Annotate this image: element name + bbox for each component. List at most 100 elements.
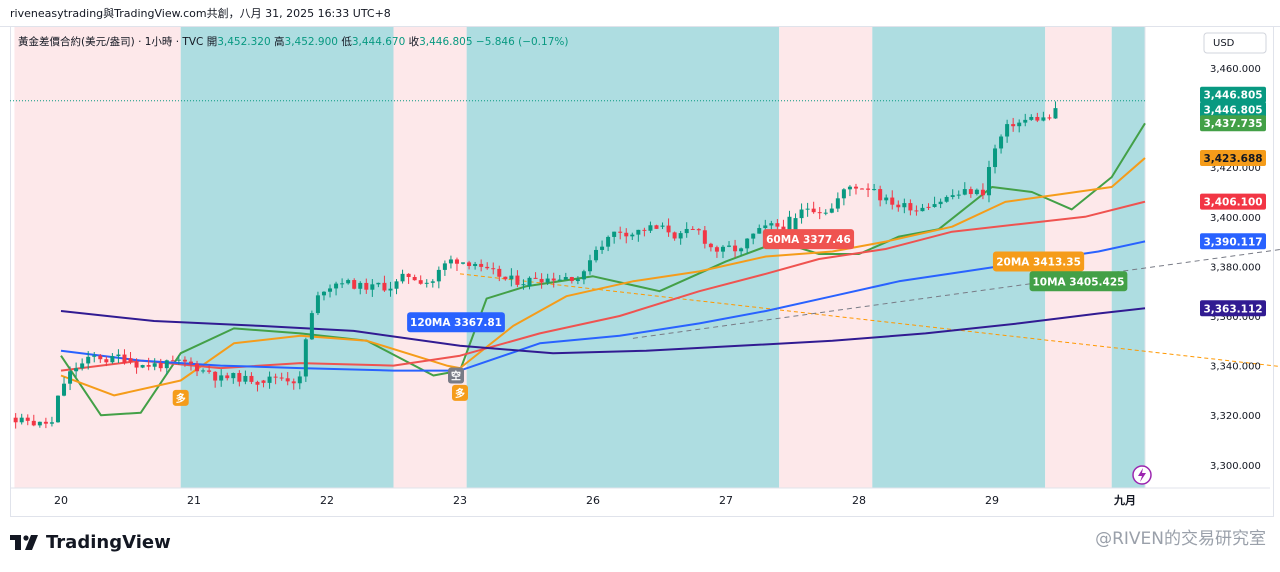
candle-body [811, 208, 816, 213]
candle-body [188, 361, 193, 364]
candle-body [974, 189, 979, 195]
ma-annotation-label: 120MA 3367.81 [410, 317, 502, 329]
candle-body [799, 209, 804, 219]
candle-body [267, 376, 272, 383]
candle-body [170, 360, 175, 362]
trendlines [459, 249, 1280, 368]
candle-body [648, 225, 653, 231]
candle-body [68, 371, 73, 384]
y-tick-label: 3,340.000 [1210, 362, 1261, 373]
candle-body [1053, 108, 1058, 119]
x-tick-label: 28 [852, 494, 866, 507]
candle-body [1005, 124, 1010, 137]
candle-body [219, 375, 224, 381]
x-tick-label: 27 [719, 494, 733, 507]
candle-body [122, 354, 127, 364]
y-tick-label: 3,420.000 [1210, 163, 1261, 174]
candle-body [1041, 117, 1046, 121]
candle-body [805, 208, 810, 210]
price-tag-label: 3,406.100 [1203, 197, 1262, 209]
candle-body [968, 189, 973, 195]
candle-body [527, 277, 532, 287]
signal-marker-box [448, 367, 465, 384]
price-tag-label: 3,437.735 [1203, 118, 1262, 130]
tradingview-logo-icon [10, 534, 38, 550]
candle-body [702, 230, 707, 244]
candle-body [473, 263, 478, 267]
candle-body [956, 194, 961, 196]
candle-body [763, 225, 768, 229]
candle-body [575, 279, 580, 282]
candle-body [932, 204, 937, 207]
candle-body [841, 189, 846, 199]
candle-body [128, 358, 133, 362]
candle-body [684, 228, 689, 234]
watermark: @RIVEN的交易研究室 [1095, 529, 1266, 549]
x-tick-label: 22 [320, 494, 334, 507]
candle-body [328, 288, 333, 292]
candle-body [896, 204, 901, 208]
candle-body [164, 360, 169, 369]
candle-body [787, 216, 792, 235]
candle-body [31, 420, 36, 426]
candle-body [847, 186, 852, 190]
signal-marker-label: 多 [176, 392, 186, 405]
candle-body [890, 197, 895, 205]
price-chart[interactable]: 120MA 3367.81 60MA 3377.46 20MA 3413.35 10M… [0, 0, 1280, 518]
price-tag-box [1200, 233, 1266, 250]
candle-body [436, 269, 441, 282]
candle-body [751, 233, 756, 239]
candle-body [1047, 117, 1052, 119]
candle-body [62, 383, 67, 396]
candle-body [303, 339, 308, 377]
candle-body [884, 197, 889, 201]
grid-lines [10, 27, 1270, 489]
candle-body [606, 236, 611, 247]
candle-body [714, 247, 719, 252]
candle-body [666, 225, 671, 233]
candle-body [55, 395, 60, 423]
currency-label[interactable]: USD [1213, 38, 1235, 49]
ma-annotation-box [407, 312, 505, 333]
ma-annotation-label: 20MA 3413.35 [996, 256, 1081, 268]
candle-body [612, 231, 617, 237]
symbol-label[interactable]: 黃金差價合約(美元/盎司) · 1小時 · TVC [18, 36, 204, 48]
candle-body [672, 232, 677, 239]
candle-body [757, 228, 762, 234]
candle-body [182, 359, 187, 362]
tradingview-logo[interactable]: TradingView [10, 532, 171, 553]
candle-body [545, 278, 550, 283]
y-tick-label: 3,320.000 [1210, 411, 1261, 422]
candle-body [297, 376, 302, 384]
candle-body [866, 188, 871, 190]
candle-body [152, 363, 157, 367]
candle-body [279, 377, 284, 379]
candle-body [255, 381, 260, 385]
candle-body [587, 260, 592, 272]
x-tick-label: 九月 [1113, 493, 1136, 507]
candle-body [938, 201, 943, 205]
zone-band [14, 27, 181, 488]
price-tag-label: 3,446.805 [1203, 90, 1262, 102]
price-tag-label: 3,390.117 [1203, 236, 1262, 248]
candle-body [321, 291, 326, 296]
candle-body [793, 218, 798, 232]
candle-body [521, 284, 526, 286]
candle-body [98, 355, 103, 360]
candle-body [926, 206, 931, 208]
zone-band [393, 27, 467, 488]
candle-body [775, 223, 780, 227]
candle-body [376, 282, 381, 285]
x-tick-label: 26 [586, 494, 600, 507]
y-tick-label: 3,400.000 [1210, 213, 1261, 224]
flash-icon[interactable] [1132, 465, 1152, 485]
candle-body [551, 278, 556, 281]
candle-body [630, 234, 635, 237]
signal-marker-box [172, 389, 189, 406]
signal-marker-box [452, 384, 468, 401]
chart-panel[interactable] [10, 26, 1274, 517]
candle-body [400, 273, 405, 282]
candle-body [364, 282, 369, 290]
candle-body [213, 371, 218, 381]
candle-body [594, 249, 599, 261]
